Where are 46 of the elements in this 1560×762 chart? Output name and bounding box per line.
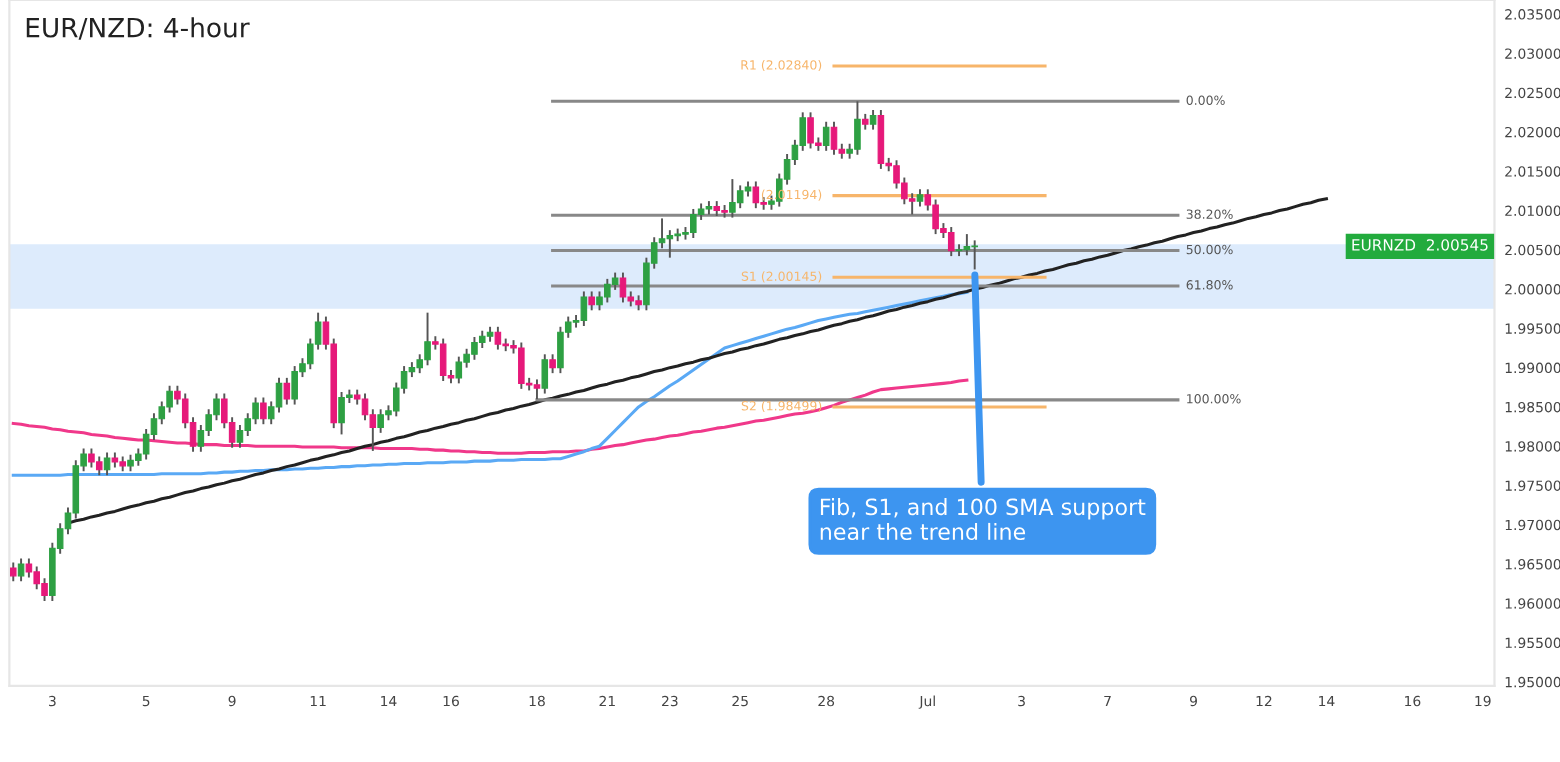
candlestick (971, 239, 978, 271)
text: EUR/NZD: 4-hour (26, 17, 250, 40)
candlestick (557, 325, 564, 375)
candlestick (736, 184, 744, 210)
candlestick (260, 396, 267, 426)
line-series (11, 378, 969, 455)
line-series (11, 290, 969, 477)
candlestick (283, 376, 291, 406)
candlestick (752, 180, 760, 210)
candlestick (518, 341, 525, 390)
candlestick (549, 353, 556, 375)
candlestick (471, 336, 478, 361)
candlestick (588, 290, 595, 312)
candlestick (822, 120, 830, 152)
candlestick (95, 455, 103, 477)
candlestick (830, 120, 838, 156)
candlestick (455, 355, 463, 385)
candlestick (541, 353, 549, 395)
candlestick (494, 325, 502, 351)
candlestick (439, 337, 447, 382)
candlestick (690, 207, 697, 239)
candlestick (533, 378, 541, 401)
candlestick (854, 100, 861, 156)
candlestick (424, 311, 431, 367)
candlestick (877, 109, 885, 170)
annotation: Fib, S1, and 100 SMA support near the trend line (820, 498, 1146, 541)
candlestick (275, 376, 283, 414)
candlestick (17, 557, 25, 583)
candlestick (103, 451, 111, 477)
candlestick (88, 447, 95, 469)
candlestick (619, 271, 627, 304)
candlestick (33, 565, 41, 591)
candlestick (377, 408, 384, 434)
candlestick (729, 178, 736, 219)
candlestick (291, 365, 298, 406)
candlestick (9, 561, 17, 583)
candlestick (604, 277, 611, 304)
candlestick (236, 424, 244, 449)
candlestick (338, 391, 345, 436)
candlestick (361, 392, 369, 422)
candlestick (869, 109, 877, 131)
candlestick (25, 557, 33, 579)
candlestick (947, 226, 955, 258)
candlestick (807, 111, 814, 150)
candlestick (580, 290, 588, 327)
candlestick (963, 233, 971, 257)
